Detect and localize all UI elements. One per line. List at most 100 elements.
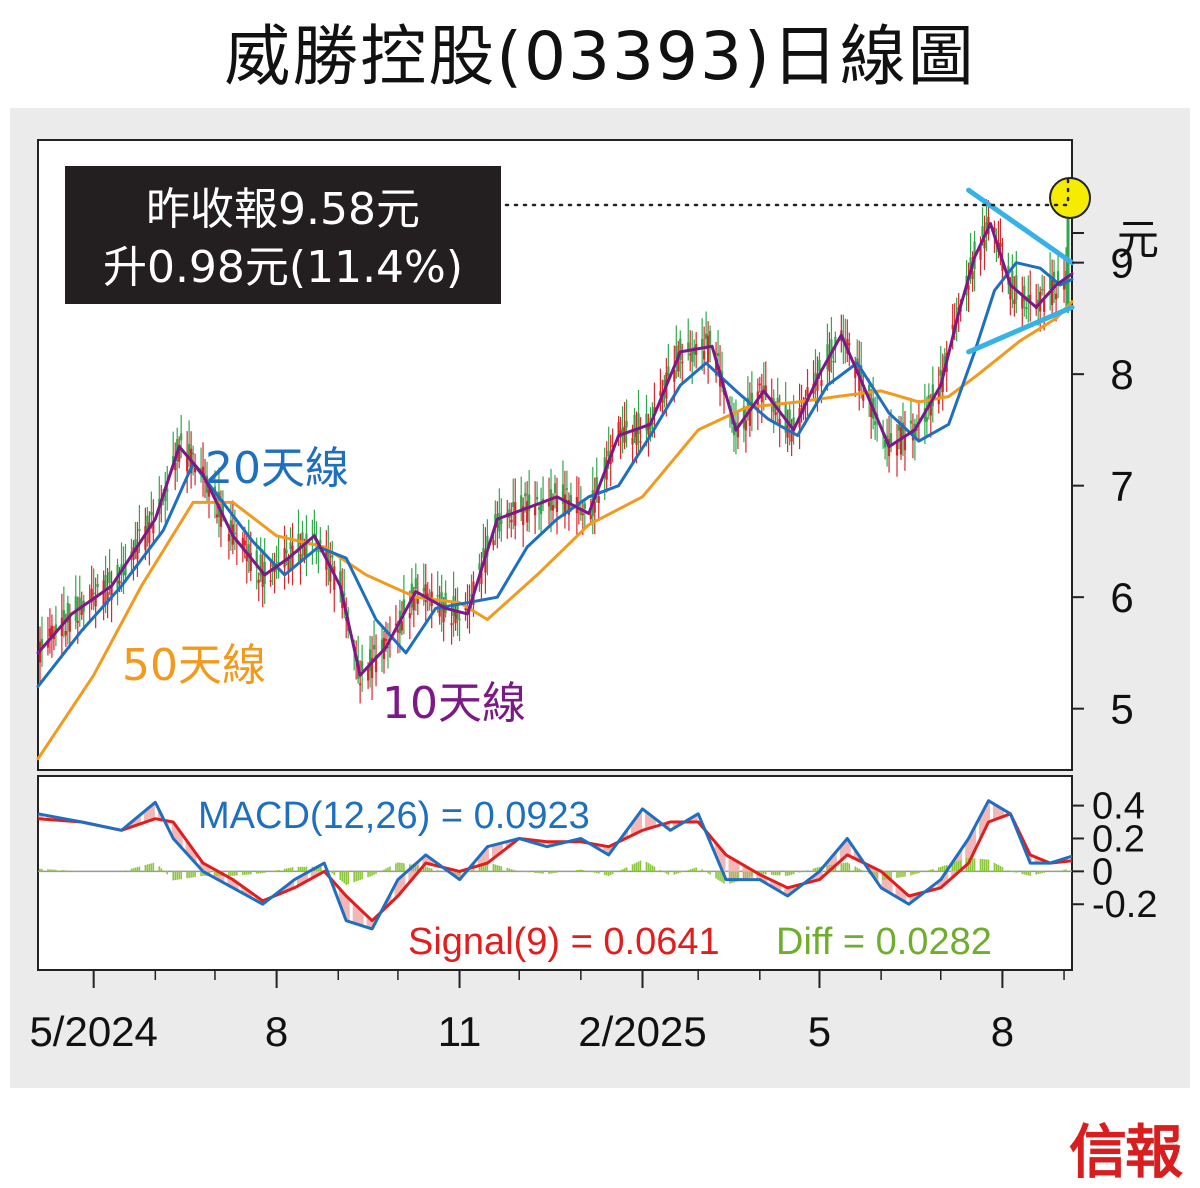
candle-body — [903, 435, 907, 451]
label-ma20: 20天線 — [205, 443, 349, 494]
macd-legend: MACD(12,26) = 0.0923 — [198, 795, 590, 837]
candle-body — [313, 533, 316, 536]
candle-body — [144, 526, 147, 550]
candle-body — [394, 623, 398, 626]
candle-body — [617, 422, 620, 437]
candle-body — [528, 494, 531, 511]
candle-body — [709, 331, 712, 345]
candle-body — [569, 495, 573, 503]
candle-body — [247, 544, 250, 558]
candle-body — [714, 357, 718, 376]
moving-average-group — [36, 176, 1092, 761]
candle-body — [96, 584, 99, 587]
candle-body — [287, 558, 290, 571]
candle-body — [689, 353, 692, 356]
ma10-line — [36, 222, 1074, 677]
candle-body — [909, 420, 913, 424]
candle-body — [494, 514, 497, 526]
candle-body — [333, 566, 336, 590]
candle-body — [951, 324, 954, 330]
candle-body — [464, 608, 467, 610]
candle-body — [979, 245, 982, 260]
candle-body — [374, 655, 378, 673]
x-tick-label: 5 — [808, 1008, 831, 1055]
candle-body — [1029, 294, 1032, 304]
candle-body — [339, 571, 342, 588]
candle-body — [567, 499, 571, 515]
candle-body — [536, 496, 539, 500]
candle-body — [681, 361, 684, 364]
candle-body — [174, 462, 177, 471]
candle-body — [180, 433, 183, 441]
candle-body — [510, 519, 513, 523]
candle-body — [178, 444, 181, 462]
candle-body — [929, 401, 932, 416]
candle-body — [637, 413, 640, 434]
candle-body — [526, 501, 529, 523]
macd-group — [37, 799, 1073, 931]
candle-body — [192, 452, 195, 455]
candle-body — [687, 342, 690, 352]
candle-body — [343, 593, 346, 597]
candle-body — [677, 352, 680, 372]
candle-body — [736, 428, 740, 438]
candle-body — [76, 620, 79, 623]
candle-body — [269, 580, 272, 582]
candle-body — [233, 532, 236, 535]
candle-body — [593, 501, 596, 513]
candle-body — [470, 594, 473, 598]
price-tick-label: 6 — [1110, 574, 1133, 621]
candle-body — [635, 428, 638, 445]
last-close-marker — [1049, 176, 1092, 219]
candle-body — [496, 522, 499, 528]
candle-body — [120, 564, 123, 571]
candle-body — [368, 649, 372, 671]
signal-legend: Signal(9) = 0.0641 — [408, 921, 720, 963]
candle-body — [90, 588, 93, 603]
close-price-line1: 昨收報9.58元 — [146, 184, 420, 235]
candle-body — [762, 385, 765, 392]
candle-body — [1043, 298, 1046, 312]
candle-body — [659, 391, 662, 396]
macd-y-axis: 0.40.20-0.2 — [1072, 786, 1157, 926]
candle-body — [74, 596, 77, 621]
candle-body — [245, 554, 248, 562]
candle-body — [764, 385, 767, 396]
candle-body — [999, 242, 1002, 247]
candle-body — [442, 604, 445, 623]
macd-tick-label: 0.4 — [1092, 786, 1145, 828]
candle-body — [514, 502, 517, 526]
candle-body — [901, 422, 905, 437]
candle-body — [778, 418, 781, 426]
candle-body — [229, 520, 232, 530]
candle-body — [219, 509, 223, 527]
candle-body — [565, 488, 569, 490]
candle-body — [255, 550, 258, 568]
candle-body — [297, 533, 300, 553]
candle-body — [621, 427, 624, 436]
candle-body — [539, 502, 543, 515]
candle-body — [611, 445, 614, 447]
x-tick-label: 5/2024 — [29, 1008, 157, 1055]
candle-body — [607, 450, 610, 457]
candle-body — [422, 587, 425, 592]
candle-body — [534, 503, 537, 516]
candle-body — [826, 344, 829, 369]
candle-body — [78, 597, 81, 608]
candle-body — [673, 369, 676, 382]
candle-body — [152, 523, 155, 534]
candle-body — [609, 457, 612, 465]
candle-body — [830, 339, 833, 359]
candle-body — [1056, 271, 1060, 286]
candle-body — [1025, 307, 1028, 310]
candle-body — [68, 616, 71, 632]
candle-body — [301, 532, 304, 545]
candle-body — [46, 641, 50, 648]
support-trendline — [966, 304, 1075, 355]
candle-body — [414, 578, 417, 590]
candle-body — [50, 625, 54, 636]
candle-body — [1023, 285, 1026, 302]
candle-body — [249, 552, 252, 572]
candle-body — [1011, 271, 1014, 287]
candle-body — [679, 338, 682, 360]
